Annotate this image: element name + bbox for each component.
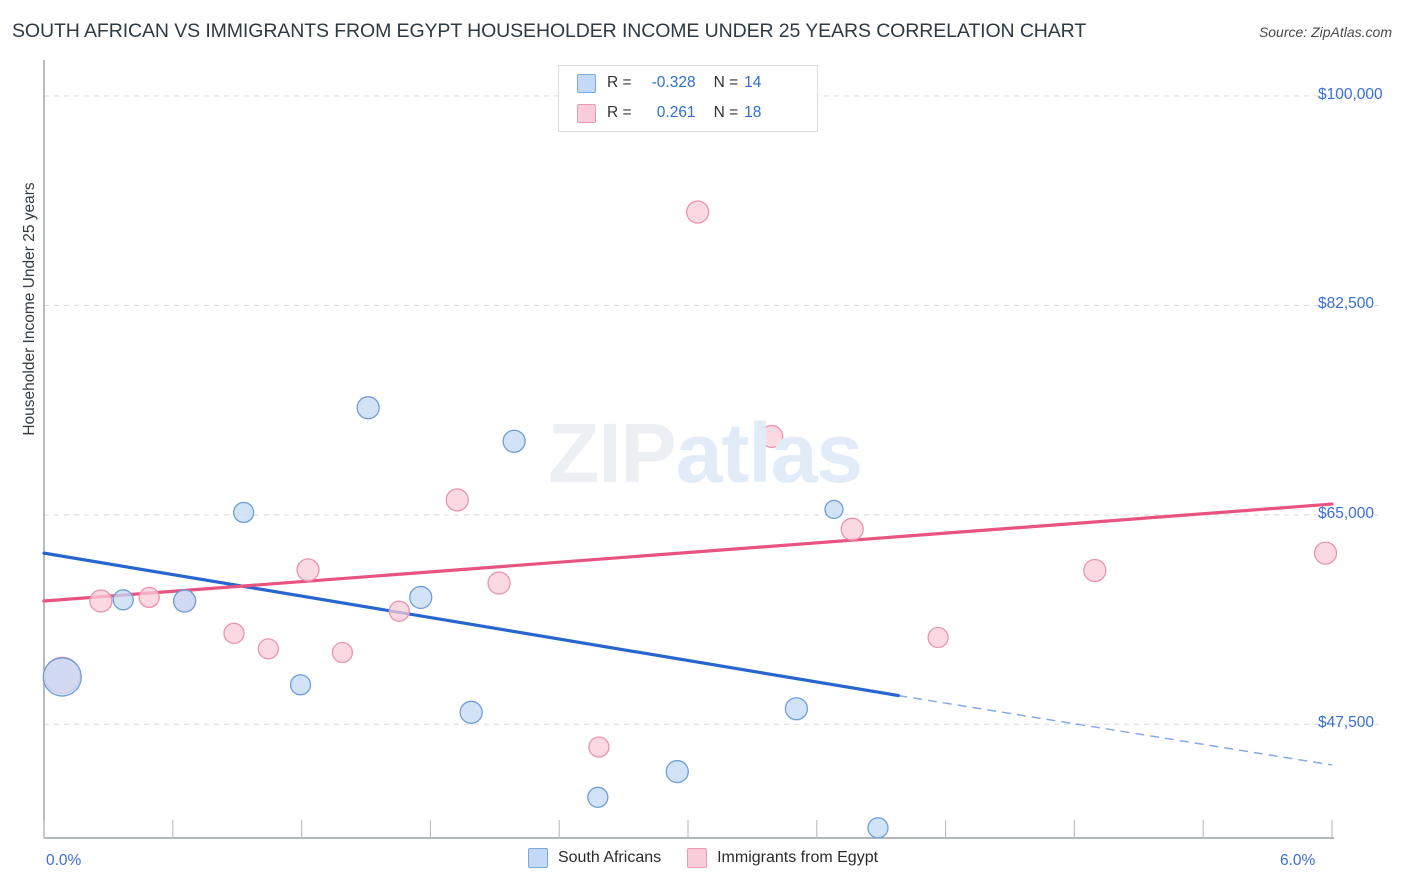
legend-swatch-blue-icon	[527, 848, 548, 868]
scatter-point[interactable]	[760, 424, 784, 449]
scatter-point[interactable]	[1313, 541, 1338, 565]
source-label: Source: ZipAtlas.com	[1258, 24, 1392, 40]
trendlines	[42, 502, 1334, 766]
stats-n-value-pink: 18	[744, 104, 762, 121]
scatter-point[interactable]	[459, 700, 483, 724]
legend-item-south-africans[interactable]: South Africans	[527, 848, 662, 868]
stats-row-immigrants-from-egypt: R = 0.261 N = 18	[559, 100, 817, 126]
scatter-point[interactable]	[223, 622, 245, 644]
page-title: SOUTH AFRICAN VS IMMIGRANTS FROM EGYPT H…	[12, 20, 1087, 42]
scatter-point[interactable]	[784, 697, 809, 721]
scatter-point[interactable]	[1083, 558, 1107, 583]
scatter-point[interactable]	[356, 396, 380, 420]
scatter-point[interactable]	[840, 517, 864, 541]
stats-r-label-blue: R =	[607, 74, 632, 91]
scatter-point[interactable]	[445, 488, 469, 512]
scatter-point[interactable]	[331, 641, 354, 664]
scatter-point[interactable]	[138, 586, 160, 609]
swatch-pink-icon	[577, 103, 596, 123]
stats-r-value-pink: 0.261	[656, 104, 696, 121]
scatter-point[interactable]	[588, 736, 610, 758]
stats-n-label-pink: N =	[713, 104, 739, 121]
scatter-point[interactable]	[89, 589, 113, 613]
scatter-point[interactable]	[42, 657, 82, 697]
swatch-blue-icon	[577, 73, 596, 93]
scatter-point[interactable]	[686, 200, 710, 224]
watermark-zip: ZIP	[548, 406, 677, 500]
scatter-point[interactable]	[867, 817, 889, 839]
y-tick-label: $47,500	[1318, 714, 1375, 732]
points-south-africans	[42, 396, 889, 839]
stats-r-value-blue: -0.328	[651, 74, 696, 91]
scatter-point[interactable]	[665, 759, 689, 784]
scatter-point[interactable]	[388, 600, 410, 622]
chart-legend: South Africans Immigrants from Egypt	[0, 848, 1406, 868]
stats-row-south-africans: R = -0.328 N = 14	[559, 70, 817, 96]
scatter-point[interactable]	[502, 429, 526, 453]
x-tick-label: 6.0%	[1280, 852, 1316, 869]
y-tick-label: $82,500	[1318, 295, 1375, 313]
stats-r-label-pink: R =	[607, 104, 632, 121]
legend-item-immigrants-from-egypt[interactable]: Immigrants from Egypt	[687, 848, 878, 868]
scatter-point[interactable]	[232, 501, 255, 524]
x-tick-label: 0.0%	[46, 852, 82, 869]
y-tick-label: $100,000	[1318, 85, 1383, 103]
stats-n-label-blue: N =	[713, 74, 739, 91]
y-tick-label: $65,000	[1318, 504, 1375, 522]
scatter-point[interactable]	[487, 571, 511, 595]
legend-swatch-pink-icon	[687, 848, 708, 868]
scatter-point[interactable]	[927, 626, 949, 649]
watermark-atlas: atlas	[675, 406, 863, 500]
correlation-stats-box: R = -0.328 N = 14 R = 0.261 N = 18	[558, 65, 818, 132]
axis-lines	[43, 60, 1334, 839]
scatter-point[interactable]	[824, 499, 844, 520]
scatter-point[interactable]	[112, 589, 134, 611]
stats-n-value-blue: 14	[744, 74, 762, 91]
scatter-point[interactable]	[409, 585, 433, 610]
watermark: ZIPatlas	[548, 405, 863, 502]
scatter-point[interactable]	[172, 589, 197, 613]
scatter-point[interactable]	[296, 558, 320, 582]
legend-label-immigrants-from-egypt: Immigrants from Egypt	[717, 849, 879, 866]
scatter-point[interactable]	[289, 674, 312, 696]
scatter-point[interactable]	[257, 638, 279, 660]
scatter-point[interactable]	[587, 786, 609, 808]
legend-label-south-africans: South Africans	[557, 849, 662, 866]
